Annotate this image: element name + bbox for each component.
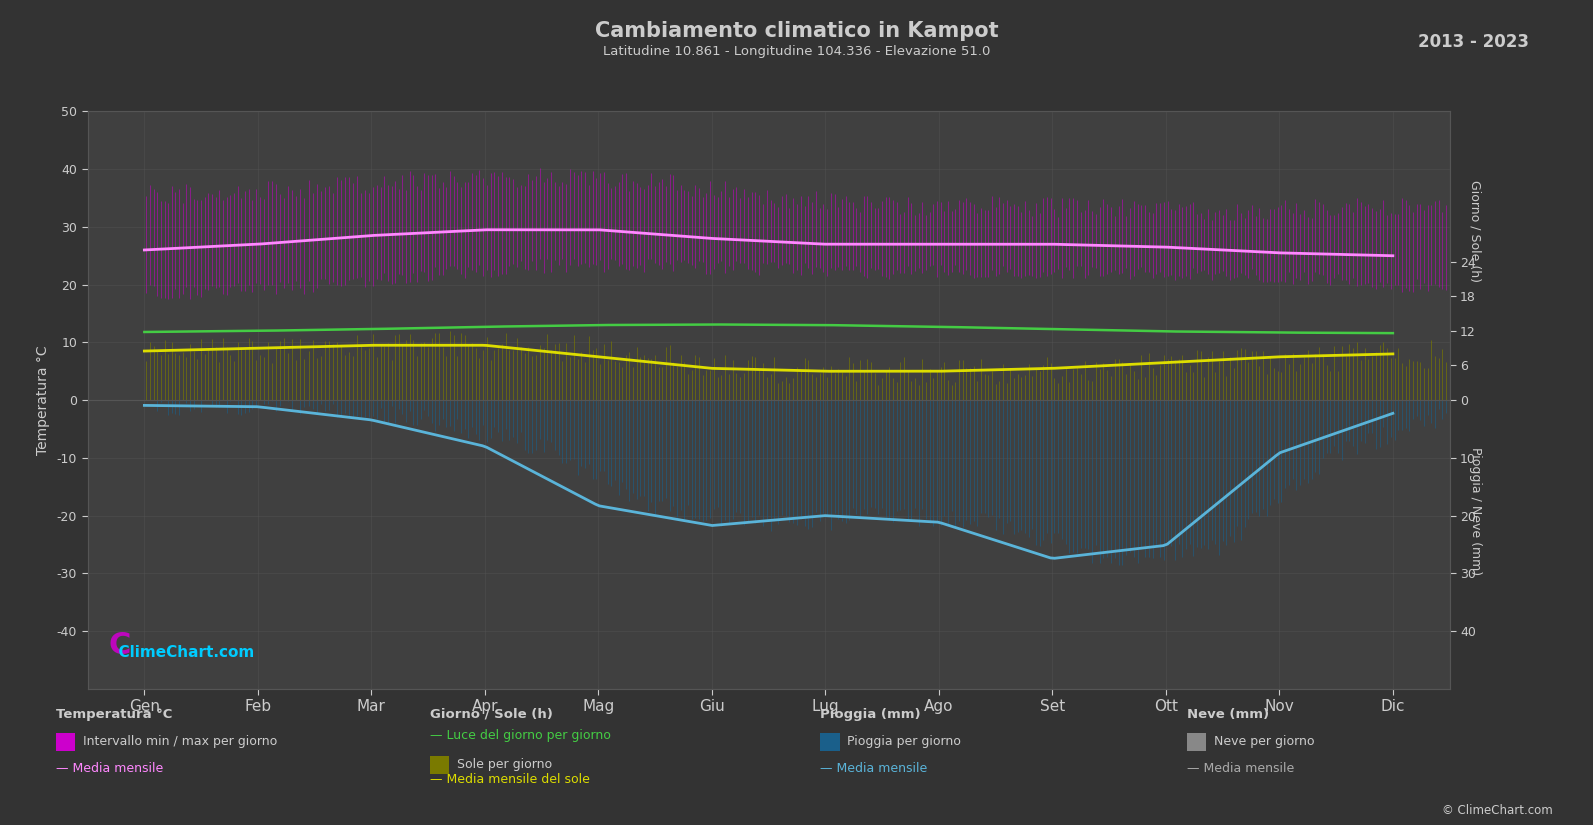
Text: Temperatura °C: Temperatura °C bbox=[56, 708, 172, 721]
Text: Intervallo min / max per giorno: Intervallo min / max per giorno bbox=[83, 735, 277, 748]
Text: — Media mensile: — Media mensile bbox=[1187, 762, 1294, 776]
Text: — Media mensile: — Media mensile bbox=[56, 762, 162, 776]
Text: C: C bbox=[108, 631, 131, 660]
Text: Sole per giorno: Sole per giorno bbox=[457, 758, 553, 771]
Text: ClimeChart.com: ClimeChart.com bbox=[108, 645, 255, 660]
Text: Pioggia per giorno: Pioggia per giorno bbox=[847, 735, 961, 748]
Text: Neve per giorno: Neve per giorno bbox=[1214, 735, 1314, 748]
Text: Giorno / Sole (h): Giorno / Sole (h) bbox=[430, 708, 553, 721]
Text: 2013 - 2023: 2013 - 2023 bbox=[1418, 33, 1529, 51]
Text: Latitudine 10.861 - Longitudine 104.336 - Elevazione 51.0: Latitudine 10.861 - Longitudine 104.336 … bbox=[602, 45, 991, 59]
Text: — Media mensile: — Media mensile bbox=[820, 762, 927, 776]
Text: Cambiamento climatico in Kampot: Cambiamento climatico in Kampot bbox=[594, 21, 999, 40]
Text: Pioggia (mm): Pioggia (mm) bbox=[820, 708, 921, 721]
Text: Pioggia / Neve (mm): Pioggia / Neve (mm) bbox=[1469, 447, 1481, 576]
Text: Neve (mm): Neve (mm) bbox=[1187, 708, 1270, 721]
Text: © ClimeChart.com: © ClimeChart.com bbox=[1442, 804, 1553, 817]
Text: Giorno / Sole (h): Giorno / Sole (h) bbox=[1469, 180, 1481, 282]
Text: — Luce del giorno per giorno: — Luce del giorno per giorno bbox=[430, 729, 612, 742]
Y-axis label: Temperatura °C: Temperatura °C bbox=[37, 346, 49, 455]
Text: — Media mensile del sole: — Media mensile del sole bbox=[430, 773, 589, 786]
